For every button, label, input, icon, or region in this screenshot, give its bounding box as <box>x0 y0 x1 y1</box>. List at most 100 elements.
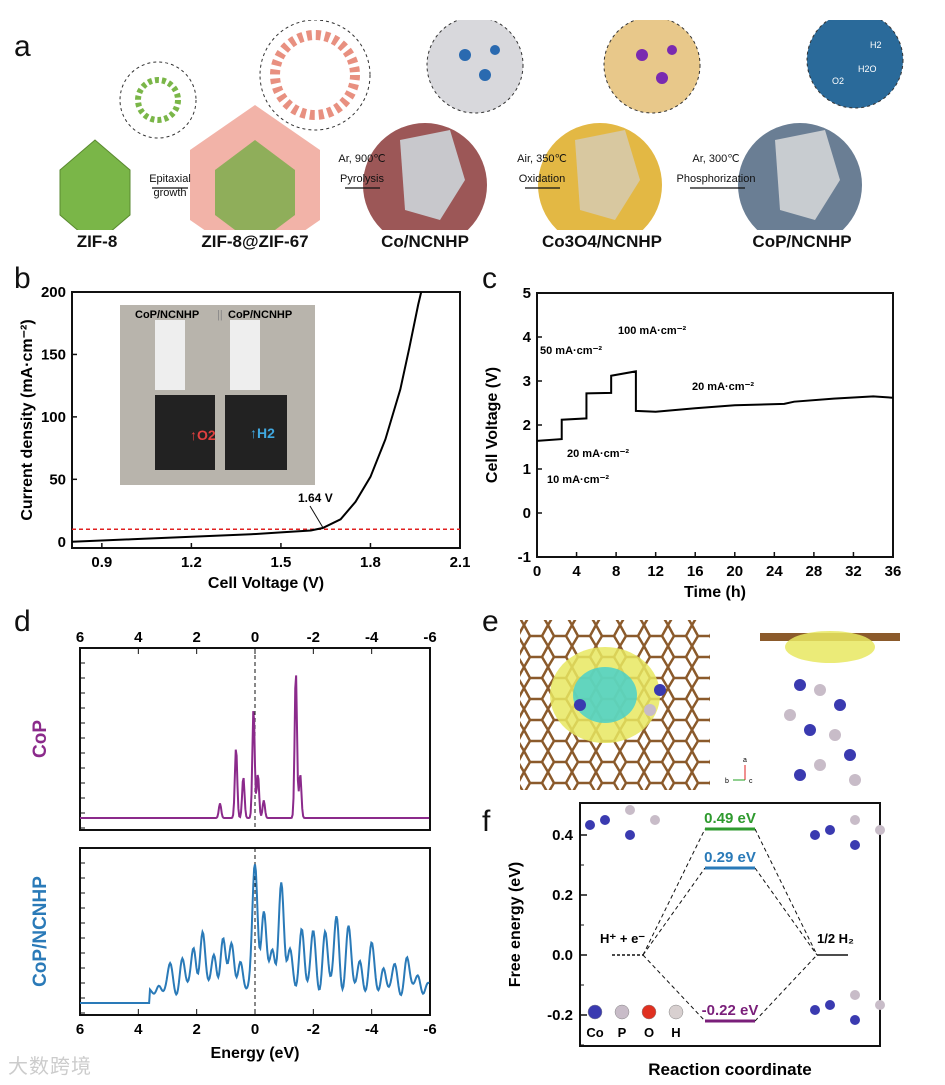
inset-title-right: CoP/NCNHP <box>228 309 292 321</box>
y-tick-label: 50 <box>49 471 66 488</box>
svg-text:a: a <box>743 757 747 764</box>
charge-density-structures: c a b a b c <box>520 620 900 790</box>
start-label: H⁺ + e⁻ <box>600 931 645 946</box>
top-x-tick-label: -4 <box>365 629 379 646</box>
structure-atom <box>625 805 635 815</box>
connector <box>754 954 818 1022</box>
zif8-zif67-particle <box>190 105 320 230</box>
svg-text:b: b <box>725 778 729 785</box>
legend-atom-co <box>587 1004 603 1020</box>
structure-atom <box>600 815 610 825</box>
structure-atom <box>825 825 835 835</box>
x-tick-label: 24 <box>766 563 783 580</box>
structure-atom <box>825 1000 835 1010</box>
cop-ncnhp-particle <box>738 123 862 230</box>
top-x-tick-label: 6 <box>76 629 84 646</box>
material-label: Co3O4/NCNHP <box>542 232 662 251</box>
chart-f: -0.2 0.0 0.2 0.4 Free energy (eV) Reaction co… <box>507 802 885 1079</box>
legend-label: P <box>618 1025 627 1040</box>
y-tick-label: 0.2 <box>552 887 573 904</box>
h2-text: H2 <box>870 40 882 50</box>
x-axis-label: Reaction coordinate <box>648 1060 811 1079</box>
panel-label-d: d <box>14 605 31 638</box>
x-tick-label: 36 <box>885 563 902 580</box>
chart-b: 0.9 1.2 1.5 1.8 2.1 0 50 100 150 200 Cell Voltage … <box>19 284 470 592</box>
step-1-label: Epitaxial growth <box>149 173 191 199</box>
material-label: Co/NCNHP <box>381 232 469 251</box>
structure-atom <box>875 1000 885 1010</box>
y-tick-label: 0 <box>523 505 531 522</box>
y-tick-label: 100 <box>41 409 66 426</box>
y-tick-label: 0 <box>58 534 66 551</box>
zoom-bubble <box>426 20 524 114</box>
energy-level-label: 0.29 eV <box>704 849 756 866</box>
x-tick-label: 1.8 <box>360 554 381 571</box>
svg-text:c: c <box>749 778 753 785</box>
y-tick-label: 2 <box>523 417 531 434</box>
legend-atom-p <box>614 1004 630 1020</box>
y-tick-label: 1 <box>523 461 531 478</box>
structure-atom <box>810 830 820 840</box>
material-label: ZIF-8@ZIF-67 <box>201 232 309 251</box>
o2-text: O2 <box>832 76 844 86</box>
top-x-tick-label: -2 <box>307 629 320 646</box>
dos-curve-cop <box>80 675 430 819</box>
current-annotation: 10 mA·cm⁻² <box>547 474 609 486</box>
x-tick-label: 6 <box>76 1021 84 1038</box>
electrode-right <box>225 395 287 470</box>
series-label: CoP <box>30 720 51 758</box>
x-tick-label: 0.9 <box>91 554 112 571</box>
x-axis-label: Energy (eV) <box>211 1045 300 1062</box>
dos-curve-cop-ncnhp <box>80 864 430 1004</box>
watermark: 大数跨境 <box>8 1056 92 1078</box>
current-annotation: 50 mA·cm⁻² <box>540 345 602 357</box>
end-label: 1/2 H₂ <box>817 931 854 946</box>
jv-curve <box>71 291 423 543</box>
top-x-tick-label: 2 <box>192 629 200 646</box>
y-tick-label: 0.0 <box>552 947 573 964</box>
clip-left <box>155 320 185 390</box>
clip-right <box>230 320 260 390</box>
co-ncnhp-particle <box>363 123 487 230</box>
legend-label: O <box>644 1025 654 1040</box>
legend-atom-o <box>641 1004 657 1020</box>
y-tick-label: 4 <box>523 329 532 346</box>
y-tick-label: 0.4 <box>552 827 574 844</box>
panel-label-f: f <box>482 805 491 838</box>
connector <box>642 867 706 956</box>
connector <box>642 954 706 1022</box>
current-annotation: 20 mA·cm⁻² <box>567 448 629 460</box>
panel-label-e: e <box>482 605 499 638</box>
y-axis-label: Cell Voltage (V) <box>484 367 501 483</box>
material-label: ZIF-8 <box>76 232 118 251</box>
material-label: CoP/NCNHP <box>752 232 852 251</box>
panel-label-b: b <box>14 262 31 295</box>
structure-atom <box>850 840 860 850</box>
energy-level-label: -0.22 eV <box>702 1002 759 1019</box>
x-tick-label: -6 <box>423 1021 436 1038</box>
electrode-left <box>155 395 215 470</box>
top-x-tick-label: 0 <box>251 629 259 646</box>
connector <box>754 867 818 956</box>
x-tick-label: 0 <box>251 1021 259 1038</box>
y-tick-label: 200 <box>41 284 66 301</box>
y-tick-label: 5 <box>523 285 531 302</box>
h2o-text: H2O <box>858 64 877 74</box>
zif8-particle <box>59 139 131 230</box>
y-tick-label: -0.2 <box>547 1007 573 1024</box>
annotation-arrow <box>309 505 324 528</box>
x-tick-label: 32 <box>845 563 862 580</box>
x-tick-label: 4 <box>134 1021 143 1038</box>
o2-label: ↑O2 <box>190 427 216 443</box>
co3o4-ncnhp-particle <box>538 123 662 230</box>
structure-atom <box>850 990 860 1000</box>
legend-atom-h <box>668 1004 684 1020</box>
x-tick-label: 2.1 <box>450 554 470 571</box>
x-tick-label: 1.5 <box>270 554 291 571</box>
plot-frame <box>536 292 894 558</box>
x-tick-label: 16 <box>687 563 704 580</box>
series-label: CoP/NCNHP <box>30 876 51 987</box>
x-tick-label: 28 <box>806 563 823 580</box>
